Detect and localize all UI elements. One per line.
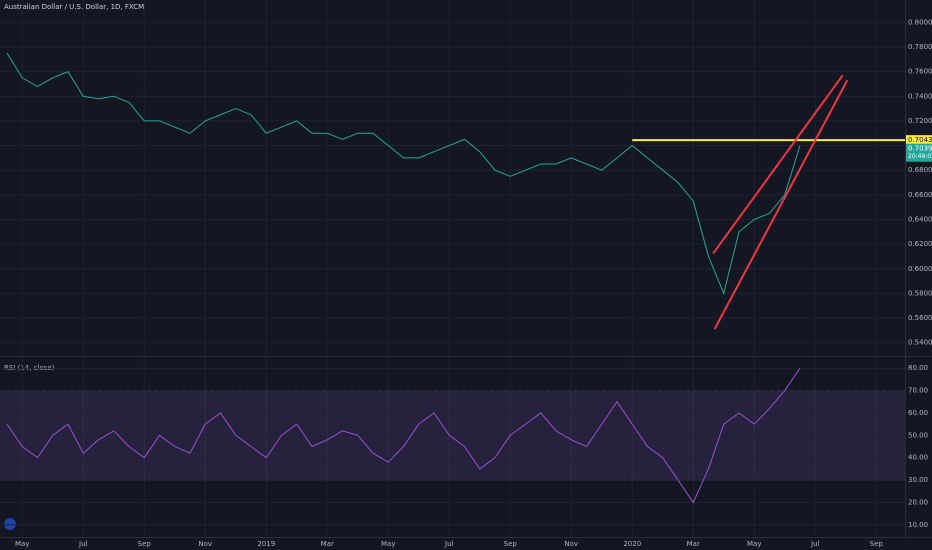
x-tick-label: Sep [138, 540, 152, 548]
x-tick-label: Mar [687, 540, 700, 548]
y-tick-label: 10.00 [908, 521, 928, 529]
y-tick-label: 20.00 [908, 498, 928, 506]
y-tick-label: 0.80000 [908, 18, 932, 26]
series-line [6, 367, 801, 504]
y-tick-label: 60.00 [908, 409, 928, 417]
x-tick-label: Sep [504, 540, 518, 548]
x-tick-label: 2019 [257, 540, 275, 548]
y-tick-label: 80.00 [908, 364, 928, 372]
x-tick-label: 2020 [623, 540, 641, 548]
x-tick-label: Jul [78, 540, 88, 548]
countdown: 20:49:03 [908, 153, 932, 160]
x-tick-label: Nov [198, 540, 212, 548]
x-tick-label: Jul [444, 540, 454, 548]
y-tick-label: 40.00 [908, 454, 928, 462]
price-tag [906, 135, 932, 146]
y-tick-label: 50.00 [908, 431, 928, 439]
x-tick-label: May [15, 540, 29, 548]
chart-title: Australian Dollar / U.S. Dollar, 1D, FXC… [4, 3, 144, 11]
last-price-label: 0.70393 [908, 145, 932, 153]
series-line [6, 52, 801, 295]
x-tick-label: Sep [870, 540, 884, 548]
last-price-tag [906, 143, 932, 162]
trend-line [712, 74, 844, 255]
x-tick-label: Mar [321, 540, 334, 548]
x-tick-label: May [381, 540, 395, 548]
y-tick-label: 70.00 [908, 387, 928, 395]
y-tick-label: 30.00 [908, 476, 928, 484]
x-tick-label: Jul [810, 540, 820, 548]
trend-line [713, 79, 849, 330]
x-tick-label: Nov [564, 540, 578, 548]
logo[interactable] [4, 518, 16, 530]
price-tag-label: 0.70437 [908, 136, 932, 144]
x-tick-label: May [747, 540, 761, 548]
